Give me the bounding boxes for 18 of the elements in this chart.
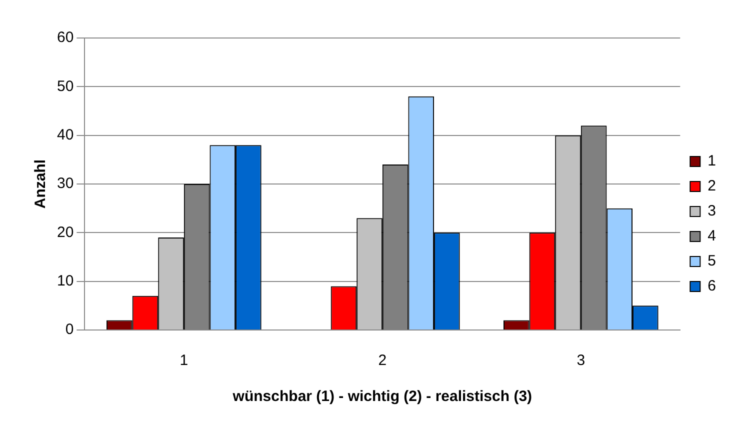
legend-label: 6: [708, 278, 716, 295]
legend-label: 3: [708, 202, 716, 220]
x-tick-label: 2: [378, 352, 387, 370]
x-tick-label: 1: [180, 352, 188, 370]
y-tick-label: 10: [56, 272, 74, 290]
legend-label: 5: [708, 252, 716, 270]
y-tick-label: 50: [56, 78, 74, 95]
x-tick-label: 3: [576, 352, 586, 370]
y-axis-title: Anzahl: [32, 159, 50, 209]
legend-label: 4: [708, 228, 716, 245]
x-axis-title: wünschbar (1) - wichtig (2) - realistisch (3): [232, 388, 532, 406]
y-tick-label: 40: [56, 126, 74, 144]
y-tick-label: 20: [56, 224, 74, 241]
y-tick-label: 0: [65, 321, 74, 338]
legend-label: 2: [708, 178, 716, 195]
y-tick-label: 60: [56, 29, 74, 46]
y-tick-label: 30: [56, 175, 74, 192]
legend-label: 1: [708, 152, 716, 170]
